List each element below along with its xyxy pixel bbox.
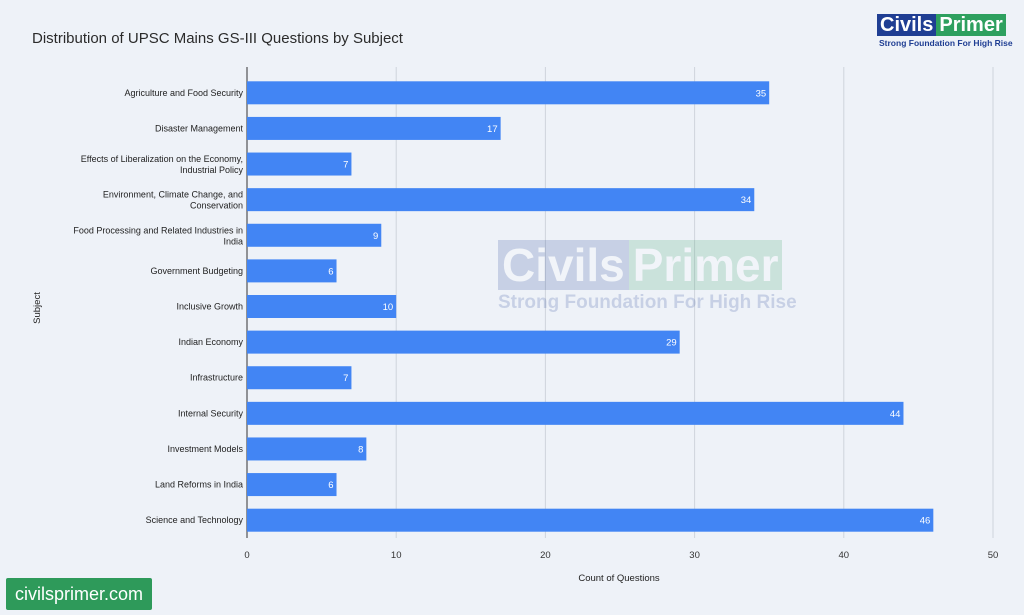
bar [247,437,367,461]
data-label: 44 [890,409,901,420]
data-label: 8 [358,444,363,455]
bar [247,223,382,247]
logo-word-primer: Primer [936,14,1006,36]
data-label: 17 [487,124,498,135]
chart-title: Distribution of UPSC Mains GS-III Questi… [32,30,403,47]
y-axis-title: Subject [32,292,43,324]
category-label: Internal Security [178,408,244,418]
x-tick-label: 30 [689,550,700,561]
x-tick-label: 50 [988,550,999,561]
brand-logo: Civils Primer Strong Foundation For High … [877,14,1013,48]
data-label: 7 [343,373,348,384]
bar [247,152,352,176]
bar [247,401,904,425]
data-label: 34 [741,195,752,206]
bar [247,81,770,105]
category-label: Government Budgeting [150,266,243,276]
logo-word-civils: Civils [877,14,937,36]
bar [247,508,934,532]
logo-tagline: Strong Foundation For High Rise [879,38,1013,48]
data-label: 46 [920,516,931,527]
data-label: 35 [756,88,767,99]
x-tick-label: 0 [244,550,249,561]
x-tick-label: 20 [540,550,551,561]
category-label: Indian Economy [178,337,243,347]
data-label: 7 [343,160,348,171]
data-label: 6 [328,480,333,491]
x-tick-label: 40 [839,550,850,561]
category-label: Land Reforms in India [155,480,243,490]
data-label: 29 [666,338,677,349]
category-label: Effects of Liberalization on the Economy… [81,154,244,175]
bar [247,116,501,140]
category-label: Disaster Management [155,123,244,133]
category-label: Agriculture and Food Security [124,88,243,98]
bar [247,330,680,354]
category-label: Infrastructure [190,373,243,383]
data-label: 6 [328,266,333,277]
bar [247,295,397,318]
x-axis-title: Count of Questions [578,573,660,584]
website-badge[interactable]: civilsprimer.com [6,578,152,610]
bar [247,473,337,497]
bar [247,188,755,212]
category-label: Food Processing and Related Industries i… [73,225,243,246]
category-label: Science and Technology [146,515,244,525]
category-label: Environment, Climate Change, and Conserva… [103,190,243,211]
data-label: 10 [383,302,394,313]
x-tick-label: 10 [391,550,402,561]
bar [247,366,352,390]
bar [247,259,337,283]
category-label: Investment Models [167,444,243,454]
data-label: 9 [373,231,378,242]
category-label: Inclusive Growth [176,302,243,312]
